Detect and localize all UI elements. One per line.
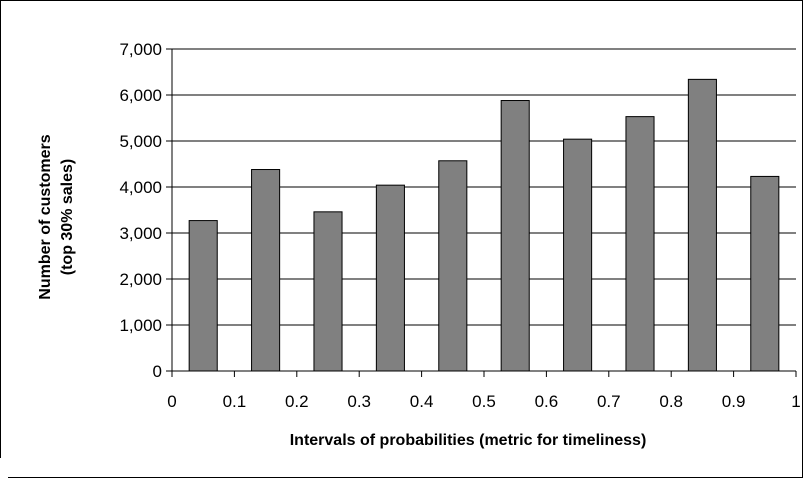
bar	[625, 116, 655, 372]
bars	[188, 78, 780, 372]
y-tick-label: 5,000	[119, 132, 162, 151]
x-tick-label: 0.7	[597, 392, 621, 411]
x-tick-label: 0.6	[535, 392, 559, 411]
y-tick-label: 7,000	[119, 40, 162, 59]
x-tick-label: 0.8	[659, 392, 683, 411]
x-tick-labels: 0 0.1 0.2 0.3 0.4 0.5 0.6 0.7 0.8 0.9 1	[167, 392, 800, 411]
bar	[313, 211, 343, 372]
axes	[166, 48, 797, 377]
y-tick-label: 0	[153, 362, 162, 381]
bar	[687, 78, 717, 372]
x-tick-label: 0	[167, 392, 176, 411]
y-tick-label: 3,000	[119, 224, 162, 243]
y-tick-label: 2,000	[119, 270, 162, 289]
y-tick-label: 4,000	[119, 178, 162, 197]
x-tick-label: 0.5	[472, 392, 496, 411]
bar	[750, 175, 780, 372]
bar	[188, 220, 218, 372]
bar	[438, 160, 468, 372]
frame-cutout	[0, 458, 8, 478]
bar	[500, 100, 530, 372]
x-tick-label: 0.3	[347, 392, 371, 411]
x-axis-label: Intervals of probabilities (metric for t…	[290, 432, 647, 449]
bar	[251, 169, 281, 372]
y-tick-labels: 0 1,000 2,000 3,000 4,000 5,000 6,000 7,000	[119, 40, 162, 381]
x-tick-label: 0.4	[410, 392, 434, 411]
y-tick-label: 1,000	[119, 316, 162, 335]
y-axis-label-line-1: Number of customers	[37, 134, 54, 299]
x-tick-label: 0.1	[223, 392, 247, 411]
y-tick-label: 6,000	[119, 86, 162, 105]
y-axis-label-line-2: (top 30% sales)	[59, 159, 76, 275]
bar	[375, 184, 405, 372]
x-tick-label: 0.2	[285, 392, 309, 411]
x-tick-label: 0.9	[722, 392, 746, 411]
x-tick-label: 1	[791, 392, 800, 411]
bar	[563, 138, 593, 372]
